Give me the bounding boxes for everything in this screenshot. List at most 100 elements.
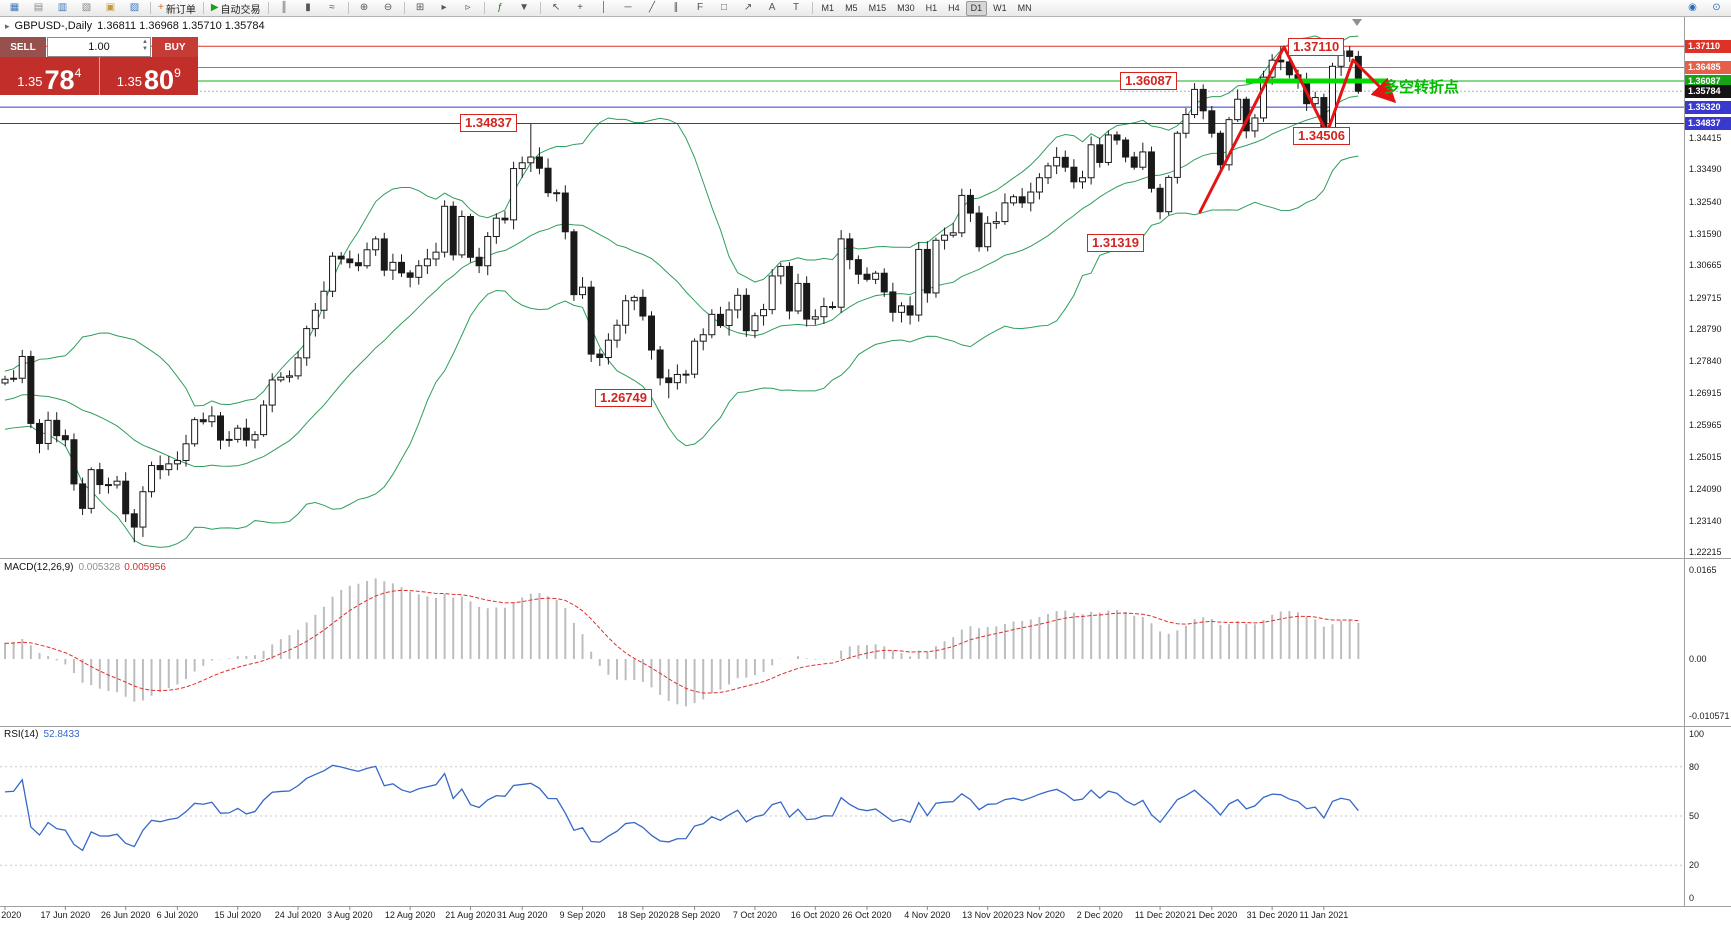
autotrading-button[interactable]: ▶ 自动交易 — [208, 0, 264, 17]
macd-axis-label: 0.0165 — [1689, 565, 1717, 575]
date-axis-label[interactable]: 6 Jul 2020 — [156, 910, 199, 920]
volume-input[interactable]: 1.00 ▲ ▼ — [47, 37, 151, 57]
date-axis-label[interactable]: 9 Sep 2020 — [559, 910, 606, 920]
bar-chart-icon[interactable]: ║ — [273, 0, 296, 17]
zoom-in-icon[interactable]: ⊕ — [353, 0, 376, 17]
new-order-button-label: 新订单 — [165, 4, 196, 16]
timeframe-m1-button[interactable]: M1 — [821, 2, 835, 13]
date-axis-label[interactable]: 18 Sep 2020 — [617, 910, 669, 920]
text-icon[interactable]: A — [761, 0, 784, 17]
date-axis-label[interactable]: 13 Nov 2020 — [962, 910, 1014, 920]
buy-price-point: 9 — [174, 66, 181, 80]
date-axis-label[interactable]: 21 Aug 2020 — [445, 910, 496, 920]
date-axis-label[interactable]: 31 Aug 2020 — [496, 910, 548, 920]
market-watch-icon[interactable]: ▥ — [51, 0, 74, 17]
candle-body — [130, 513, 138, 528]
date-axis-label[interactable]: 11 Jan 2021 — [1299, 910, 1349, 920]
crosshair-icon[interactable]: + — [569, 0, 592, 17]
candle-body — [1113, 134, 1121, 141]
community-icon[interactable]: ◉ — [1681, 0, 1704, 17]
date-axis-label[interactable]: 21 Dec 2020 — [1186, 910, 1238, 920]
fibonacci-icon[interactable]: F — [689, 0, 712, 17]
price-annotation[interactable]: 1.34506 — [1293, 127, 1350, 145]
date-axis-label[interactable]: 31 Dec 2020 — [1246, 910, 1298, 920]
price-annotation[interactable]: 1.37110 — [1288, 38, 1345, 56]
timeframe-h1-button[interactable]: H1 — [925, 2, 938, 13]
price-annotation[interactable]: 1.26749 — [595, 389, 652, 407]
price-axis-label: 1.25965 — [1689, 419, 1722, 430]
timeframe-w1-button[interactable]: W1 — [993, 2, 1007, 13]
indicators-icon[interactable]: ƒ — [489, 0, 512, 17]
tile-windows-icon[interactable]: ⊞ — [409, 0, 432, 17]
candle-body — [527, 156, 535, 164]
terminal-icon[interactable]: ▨ — [123, 0, 146, 17]
buy-button[interactable]: BUY — [152, 37, 198, 57]
date-axis-label[interactable]: 3 Aug 2020 — [327, 910, 373, 920]
search-icon[interactable]: ⊙ — [1705, 0, 1728, 17]
trendline-object[interactable] — [1282, 45, 1329, 135]
volume-stepper[interactable]: ▲ ▼ — [142, 39, 148, 52]
vertical-line-icon[interactable]: │ — [593, 0, 616, 17]
zoom-out-icon[interactable]: ⊖ — [377, 0, 400, 17]
date-axis-label[interactable]: 17 Jun 2020 — [40, 910, 91, 920]
date-axis-label[interactable]: 26 Jun 2020 — [100, 910, 151, 920]
date-axis-label[interactable]: 7 Oct 2020 — [732, 910, 777, 920]
candle-body — [466, 215, 474, 258]
cursor-icon[interactable]: ↖ — [545, 0, 568, 17]
price-annotation[interactable]: 1.36087 — [1120, 72, 1177, 90]
auto-scroll-icon[interactable]: ▸ — [433, 0, 456, 17]
date-axis-label[interactable]: 24 Jul 2020 — [274, 910, 322, 920]
line-chart-icon[interactable]: ≈ — [321, 0, 344, 17]
date-axis-label[interactable]: 15 Jul 2020 — [214, 910, 262, 920]
trendline-object[interactable] — [1351, 58, 1397, 104]
templates-icon[interactable]: ▼ — [513, 0, 536, 17]
date-axis-label[interactable]: 16 Oct 2020 — [790, 910, 840, 920]
date-axis-label[interactable]: 28 Sep 2020 — [669, 910, 721, 920]
shapes-icon[interactable]: □ — [713, 0, 736, 17]
buy-quote-button[interactable]: 1.35 80 9 — [99, 57, 198, 95]
sell-button[interactable]: SELL — [0, 37, 46, 57]
trendline-object[interactable] — [1325, 58, 1355, 135]
date-axis-label[interactable]: 26 Oct 2020 — [842, 910, 892, 920]
equidistant-channel-icon[interactable]: ∥ — [665, 0, 688, 17]
price-annotation[interactable]: 1.31319 — [1087, 234, 1144, 252]
candle-body — [958, 194, 966, 234]
symbol-period-label: GBPUSD-,Daily — [14, 20, 93, 32]
date-axis-label[interactable]: 2 Dec 2020 — [1076, 910, 1123, 920]
chart-shift-marker[interactable] — [1352, 19, 1362, 26]
timeframe-m5-button[interactable]: M5 — [845, 2, 858, 13]
new-order-button[interactable]: + 新订单 — [155, 0, 199, 17]
candle-body — [398, 261, 406, 274]
data-window-icon: ▧ — [81, 2, 92, 13]
arrows-icon[interactable]: ↗ — [737, 0, 760, 17]
timeframe-d1-button[interactable]: D1 — [965, 0, 988, 16]
new-chart-icon[interactable]: ▦ — [3, 0, 26, 17]
candle-body — [415, 265, 423, 278]
timeframe-m15-button[interactable]: M15 — [868, 2, 887, 13]
price-annotation[interactable]: 1.34837 — [460, 114, 517, 132]
timeframe-mn-button[interactable]: MN — [1017, 2, 1032, 13]
navigator-icon[interactable]: ▣ — [99, 0, 122, 17]
date-axis-label[interactable]: 11 Dec 2020 — [1134, 910, 1186, 920]
chart-shift-icon[interactable]: ▹ — [457, 0, 480, 17]
date-axis-label[interactable]: 23 Nov 2020 — [1013, 910, 1065, 920]
data-window-icon[interactable]: ▧ — [75, 0, 98, 17]
date-axis-label[interactable]: 12 Aug 2020 — [384, 910, 436, 920]
buy-price-base: 1.35 — [116, 74, 143, 89]
turning-point-note[interactable]: 多空转折点 — [1384, 79, 1460, 96]
candle-body — [596, 353, 604, 358]
text-label-icon[interactable]: T — [785, 0, 808, 17]
toolbar-separator — [202, 2, 204, 14]
trendline-object[interactable] — [1198, 45, 1286, 214]
timeframe-h4-button[interactable]: H4 — [948, 2, 960, 13]
date-axis-label[interactable]: 4 Nov 2020 — [904, 910, 951, 920]
sell-quote-button[interactable]: 1.35 78 4 — [0, 57, 100, 95]
candlestick-chart-icon[interactable]: ▮ — [297, 0, 320, 17]
horizontal-line-icon[interactable]: ─ — [617, 0, 640, 17]
date-axis-label[interactable]: un 2020 — [0, 910, 22, 920]
candle-body — [854, 259, 862, 275]
timeframe-m30-button[interactable]: M30 — [897, 2, 915, 13]
profiles-icon[interactable]: ▤ — [27, 0, 50, 17]
trendline-icon[interactable]: ╱ — [641, 0, 664, 17]
